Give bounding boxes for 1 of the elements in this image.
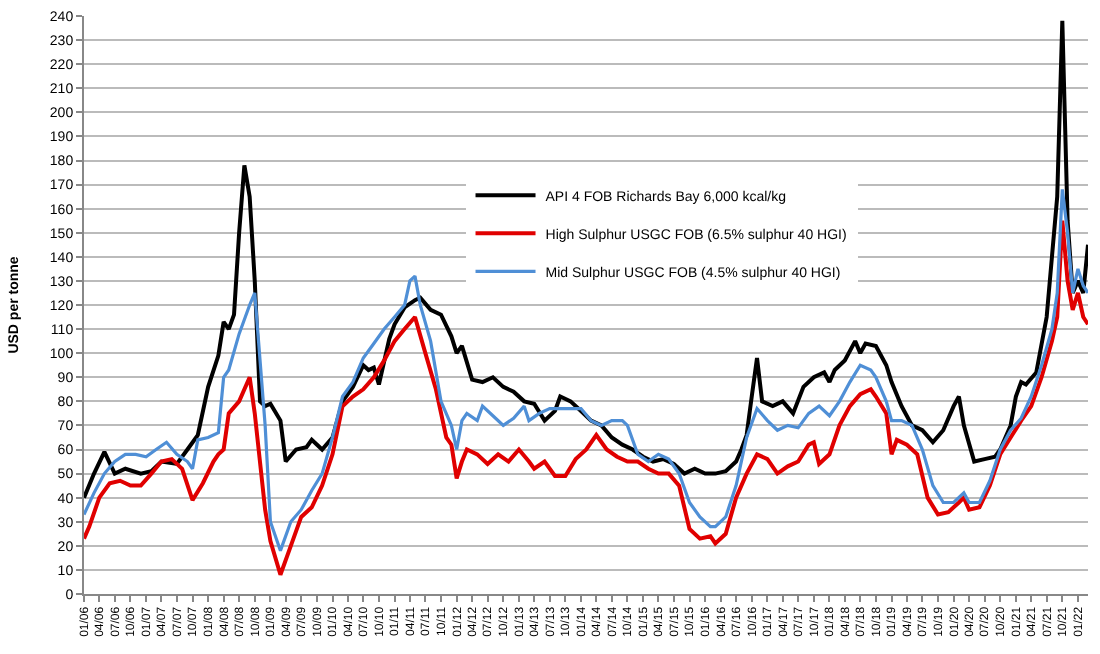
- line-series: [84, 18, 1088, 500]
